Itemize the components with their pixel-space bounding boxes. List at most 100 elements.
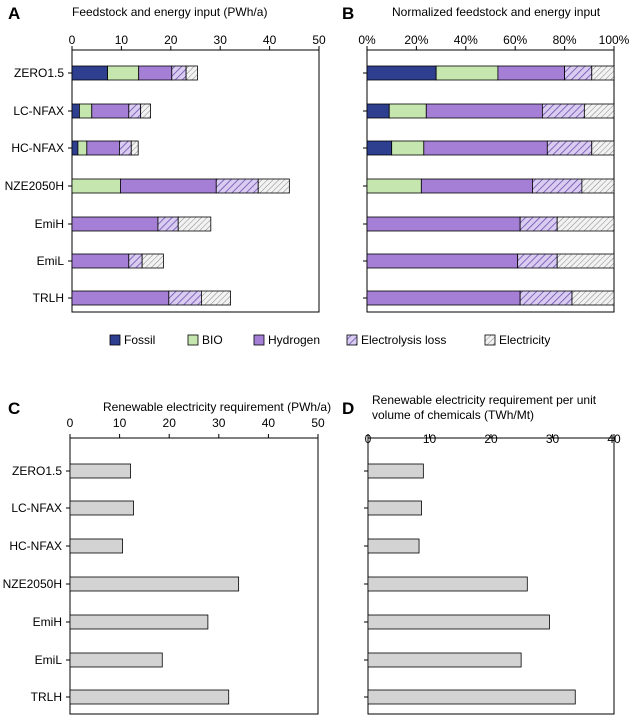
bar-hc-nfax-fossil [366,140,393,156]
bar-hc-nfax [367,538,420,554]
bar-emih-electricity [177,216,212,232]
x-tick-label: 0 [69,33,76,47]
legend-swatch [253,334,265,346]
bar-lc-nfax-fossil [366,103,390,119]
bar-lc-nfax [69,500,134,516]
bar-emil [367,652,522,668]
bar-nze2050h-hydrogen [120,178,217,194]
bar-zero1-5-hydrogen [497,65,566,81]
x-tick-label: 40 [263,33,277,47]
bar-hc-nfax-electrolysis-loss [119,140,132,156]
x-tick-label: 40% [454,33,478,47]
bar-zero1-5-electrolysis-loss [171,65,187,81]
category-label-nze2050h: NZE2050H [3,577,62,591]
legend-swatch [109,334,121,346]
legend-item-fossil: Fossil [109,333,155,347]
category-label-hc-nfax: HC-NFAX [9,539,62,553]
bar-trlh-electrolysis-loss [519,290,573,306]
category-label-zero1-5: ZERO1.5 [14,66,64,80]
bar-emih [69,614,209,630]
legend-swatch [484,334,496,346]
legend-label: BIO [202,333,223,347]
bar-emil-hydrogen [366,253,519,269]
x-tick-label: 30 [214,33,228,47]
category-label-trlh: TRLH [33,291,64,305]
bar-nze2050h [367,576,528,592]
panel-letter: C [8,399,20,418]
x-tick-label: 0% [358,33,376,47]
bar-trlh [69,689,230,705]
legend-item-electricity: Electricity [484,333,550,347]
x-tick-label: 40 [262,416,276,430]
category-label-lc-nfax: LC-NFAX [11,501,62,515]
plot-area [69,437,319,715]
bar-hc-nfax-bio [391,140,425,156]
legend-label: Electricity [499,333,550,347]
bar-emih-electricity [556,216,615,232]
legend-item-bio: BIO [187,333,223,347]
panel-a: A Feedstock and energy input (PWh/a) 0 10 20… [5,4,326,313]
bar-lc-nfax-fossil [71,103,80,119]
x-tick-label: 50 [311,416,325,430]
bar-zero1-5-electricity [591,65,615,81]
bar-trlh-electricity [571,290,615,306]
panel-title: Feedstock and energy input (PWh/a) [72,5,267,19]
bar-emil-electrolysis-loss [128,253,143,269]
bar-zero1-5-electrolysis-loss [564,65,593,81]
bar-nze2050h-electricity [257,178,290,194]
bar-hc-nfax-electricity [130,140,139,156]
chart-panels: A Feedstock and energy input (PWh/a) 0 10 20… [3,4,630,715]
bar-zero1-5-electricity [185,65,198,81]
bar-zero1-5 [69,463,131,479]
bar-lc-nfax-bio [388,103,427,119]
bar-nze2050h-electricity [581,178,615,194]
category-label-trlh: TRLH [31,690,62,704]
bar-lc-nfax-electricity [583,103,615,119]
bar-zero1-5-bio [107,65,140,81]
bar-lc-nfax [367,500,422,516]
category-label-emil: EmiL [35,653,63,667]
bar-hc-nfax-hydrogen [423,140,548,156]
bar-lc-nfax-electrolysis-loss [541,103,585,119]
bar-emil [69,652,163,668]
category-label-zero1-5: ZERO1.5 [12,464,62,478]
bar-nze2050h-electrolysis-loss [215,178,259,194]
bar-hc-nfax-electrolysis-loss [546,140,593,156]
bar-zero1-5-fossil [366,65,437,81]
x-tick-label: 10 [423,432,437,446]
bar-trlh-hydrogen [366,290,521,306]
bar-trlh [367,689,576,705]
bar-hc-nfax [69,538,123,554]
legend-label: Fossil [124,333,155,347]
category-label-lc-nfax: LC-NFAX [13,104,64,118]
x-tick-label: 10 [113,416,127,430]
x-tick-label: 20 [163,416,177,430]
panel-letter: B [342,4,354,23]
bar-hc-nfax-bio [77,140,88,156]
x-tick-label: 80% [553,33,577,47]
x-tick-label: 40 [607,432,621,446]
legend-swatch [187,334,199,346]
x-tick-label: 30 [212,416,226,430]
bar-nze2050h-bio [366,178,422,194]
legend: Fossil BIO Hydrogen Electrolysis loss Electr… [109,333,550,347]
category-label-emih: EmiH [33,615,62,629]
x-tick-label: 0 [365,432,372,446]
bar-trlh-electricity [201,290,231,306]
bar-emil-hydrogen [71,253,130,269]
x-tick-label: 20 [484,432,498,446]
legend-label: Electrolysis loss [361,333,446,347]
panel-title-line: volume of chemicals (TWh/Mt) [372,408,534,422]
x-tick-label: 30 [546,432,560,446]
x-tick-label: 20 [164,33,178,47]
x-tick-label: 60% [503,33,527,47]
bar-nze2050h-bio [71,178,121,194]
bar-lc-nfax-hydrogen [91,103,130,119]
bar-zero1-5-bio [435,65,499,81]
bar-hc-nfax-electricity [591,140,615,156]
x-tick-label: 0 [67,416,74,430]
bar-zero1-5-hydrogen [138,65,173,81]
category-label-emih: EmiH [35,217,64,231]
bar-lc-nfax-electricity [140,103,151,119]
